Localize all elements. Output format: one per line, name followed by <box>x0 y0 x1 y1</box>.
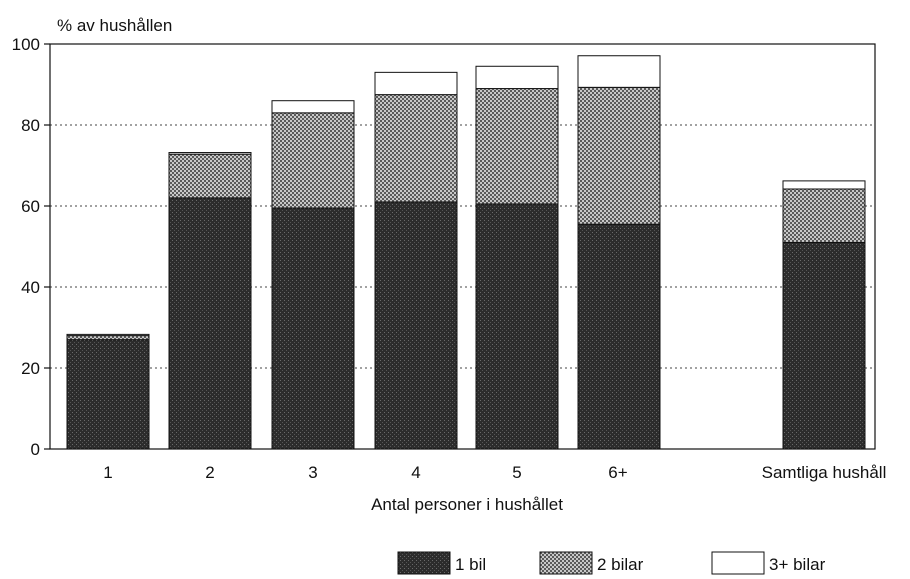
y-tick-label: 0 <box>31 440 40 459</box>
bars <box>66 55 866 450</box>
bar-2-bilar <box>374 94 458 203</box>
x-tick-label: 1 <box>103 463 112 482</box>
bar-3plus-bilar <box>577 55 661 88</box>
x-axis-title: Antal personer i hushållet <box>371 495 563 514</box>
bar-3plus-bilar <box>374 71 458 96</box>
legend: 1 bil 2 bilar 3+ bilar <box>397 551 826 575</box>
legend-swatch-3plus-bilar <box>711 551 765 575</box>
legend-label-1-bil: 1 bil <box>455 555 486 574</box>
x-tick-label: 4 <box>411 463 420 482</box>
bar-1-bil <box>66 339 150 450</box>
bar-2-bilar <box>577 86 661 225</box>
y-axis-title: % av hushållen <box>57 16 172 35</box>
bar-3plus-bilar <box>271 100 355 114</box>
bar-3plus-bilar <box>168 152 252 155</box>
bar-2-bilar <box>66 335 150 341</box>
y-tick-label: 80 <box>21 116 40 135</box>
bar-3plus-bilar <box>475 65 559 90</box>
x-tick-label: Samtliga hushåll <box>762 463 887 482</box>
bar-1-bil <box>782 241 866 450</box>
bar-1-bil <box>475 203 559 450</box>
x-tick-label: 2 <box>205 463 214 482</box>
plot-frame <box>49 43 876 450</box>
bar-3plus-bilar <box>66 333 150 337</box>
x-tick-label: 5 <box>512 463 521 482</box>
bar-2-bilar <box>782 188 866 243</box>
bar-2-bilar <box>475 88 559 205</box>
bar-3plus-bilar <box>782 180 866 190</box>
y-tick-label: 100 <box>12 35 40 54</box>
bar-1-bil <box>577 223 661 450</box>
bar-2-bilar <box>271 112 355 209</box>
legend-swatch-2-bilar <box>539 551 593 575</box>
y-tick-label: 60 <box>21 197 40 216</box>
bar-2-bilar <box>168 153 252 199</box>
bar-1-bil <box>271 207 355 450</box>
x-tick-label: 3 <box>308 463 317 482</box>
y-tick-label: 40 <box>21 278 40 297</box>
legend-label-3plus-bilar: 3+ bilar <box>769 555 826 574</box>
x-axis: 1 2 3 4 5 6+ Samtliga hushåll <box>103 463 886 482</box>
y-tick-label: 20 <box>21 359 40 378</box>
legend-label-2-bilar: 2 bilar <box>597 555 644 574</box>
legend-swatch-1-bil <box>397 551 451 575</box>
bar-1-bil <box>168 197 252 450</box>
x-tick-label: 6+ <box>608 463 627 482</box>
bar-1-bil <box>374 201 458 450</box>
y-axis: 0 20 40 60 80 100 <box>12 35 50 459</box>
